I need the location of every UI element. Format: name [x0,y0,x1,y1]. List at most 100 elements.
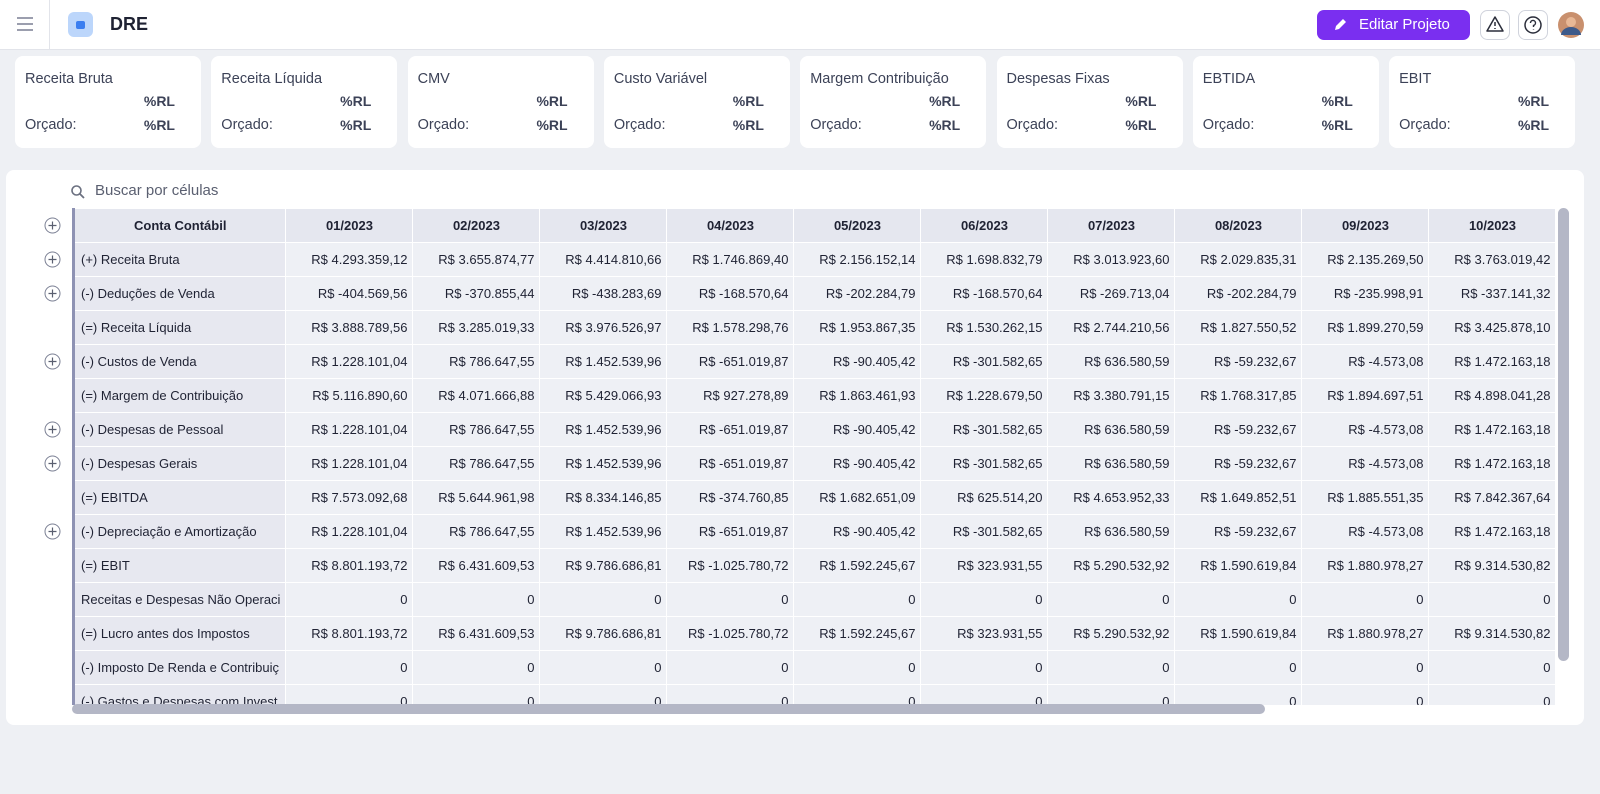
expand-button[interactable] [44,217,61,234]
cell: R$ 1.228.101,04 [285,412,414,447]
cell: R$ -59.232,67 [1174,344,1303,379]
table-head: Conta Contábil 01/2023 02/2023 03/2023 04/20… [72,208,1557,243]
cell: R$ 1.472.163,18 [1428,514,1557,549]
button-label: Editar Projeto [1359,16,1450,33]
cell: R$ 1.698.832,79 [920,242,1049,277]
cell: 0 [920,650,1049,685]
cell: R$ 4.071.666,88 [412,378,541,413]
column-header: 03/2023 [539,208,668,243]
cell: R$ 1.649.852,51 [1174,480,1303,515]
cell: 0 [1428,582,1557,617]
column-header: 01/2023 [285,208,414,243]
cell: R$ -1.025.780,72 [666,616,795,651]
cell: 0 [1047,650,1176,685]
cell: R$ 3.425.878,10 [1428,310,1557,345]
horizontal-scrollbar[interactable] [72,704,1265,714]
alert-button[interactable] [1480,10,1510,40]
expand-button[interactable] [44,455,61,472]
row-label: (=) EBIT [72,548,287,583]
cell: R$ 2.156.152,14 [793,242,922,277]
cell: 0 [1174,650,1303,685]
cell: R$ 1.682.651,09 [793,480,922,515]
cell: R$ 8.801.193,72 [285,548,414,583]
cell: R$ -651.019,87 [666,514,795,549]
card-budget: %RL [536,117,568,133]
cell: 0 [666,684,795,705]
top-bar: DRE Editar Projeto [0,0,1600,50]
table-row: (=) Receita Líquida R$ 3.888.789,56 R$ 3.2… [72,310,1557,345]
card-title: Margem Contribuição [810,71,949,87]
cell: R$ 1.452.539,96 [539,514,668,549]
cell: R$ 6.431.609,53 [412,616,541,651]
app-icon [68,12,93,37]
card-title: EBIT [1399,71,1432,87]
card-title: EBTIDA [1202,71,1256,87]
help-button[interactable] [1518,10,1548,40]
card-value: %RL [1321,93,1353,109]
cell: R$ 323.931,55 [920,616,1049,651]
cell: R$ 3.888.789,56 [285,310,414,345]
cell: 0 [1428,684,1557,705]
cell: R$ 636.580,59 [1047,344,1176,379]
expand-button[interactable] [44,523,61,540]
edit-project-button[interactable]: Editar Projeto [1317,10,1470,40]
cell: 0 [412,684,541,705]
search-input[interactable]: Buscar por células [95,182,219,199]
cell: R$ 1.592.245,67 [793,616,922,651]
cell: 0 [539,582,668,617]
row-label: (-) Deduções de Venda [72,276,287,311]
table-row: (-) Gastos e Despesas com Invest 0 0 0 0 0 0 0 0… [72,684,1557,705]
kpi-card: Receita Líquida %RL Orçado: %RL [211,56,398,148]
column-header: 09/2023 [1301,208,1430,243]
cell: R$ -301.582,65 [920,344,1049,379]
expand-button[interactable] [44,353,61,370]
cell: R$ -59.232,67 [1174,514,1303,549]
cell: 0 [793,684,922,705]
card-budget-label: Orçado: [417,117,470,133]
cell: R$ 7.842.367,64 [1428,480,1557,515]
card-value: %RL [143,93,175,109]
cell: 0 [412,650,541,685]
column-header: 08/2023 [1174,208,1303,243]
cell: 0 [1174,684,1303,705]
cell: R$ -168.570,64 [666,276,795,311]
cell: R$ -269.713,04 [1047,276,1176,311]
cell: R$ -4.573,08 [1301,344,1430,379]
table-row: (-) Imposto De Renda e Contribuiç 0 0 0 0 0 0 0… [72,650,1557,685]
cell: R$ 6.431.609,53 [412,548,541,583]
cell: 0 [666,650,795,685]
cell: R$ -370.855,44 [412,276,541,311]
cell: R$ 636.580,59 [1047,412,1176,447]
cell: R$ -4.573,08 [1301,412,1430,447]
user-avatar[interactable] [1557,11,1585,39]
cell: R$ 1.452.539,96 [539,446,668,481]
cell: 0 [1301,684,1430,705]
table-body: (+) Receita Bruta R$ 4.293.359,12 R$ 3.655… [72,242,1557,705]
kpi-card: Receita Bruta %RL Orçado: %RL [15,56,201,148]
kpi-card: CMV %RL Orçado: %RL [407,56,594,148]
cell: R$ 1.880.978,27 [1301,548,1430,583]
cell: R$ 636.580,59 [1047,514,1176,549]
card-budget: %RL [340,117,372,133]
cell: R$ 4.898.041,28 [1428,378,1557,413]
row-label: (-) Despesas de Pessoal [72,412,287,447]
expand-button[interactable] [44,421,61,438]
table-row: (-) Depreciação e Amortização R$ 1.228.10… [72,514,1557,549]
cell: R$ -59.232,67 [1174,412,1303,447]
cell: R$ 7.573.092,68 [285,480,414,515]
row-label: (-) Imposto De Renda e Contribuiç [72,650,287,685]
card-title: Receita Líquida [221,71,323,87]
cell: 0 [666,582,795,617]
menu-button[interactable] [16,16,34,32]
expand-button[interactable] [44,251,61,268]
column-header: 10/2023 [1428,208,1557,243]
expand-button[interactable] [44,285,61,302]
card-value: %RL [929,93,961,109]
cell: R$ -301.582,65 [920,514,1049,549]
cell: R$ 9.786.686,81 [539,548,668,583]
row-label: (-) Despesas Gerais [72,446,287,481]
cell: R$ -438.283,69 [539,276,668,311]
cell: R$ 9.314.530,82 [1428,548,1557,583]
card-title: Despesas Fixas [1006,71,1110,87]
vertical-scrollbar[interactable] [1558,208,1569,661]
